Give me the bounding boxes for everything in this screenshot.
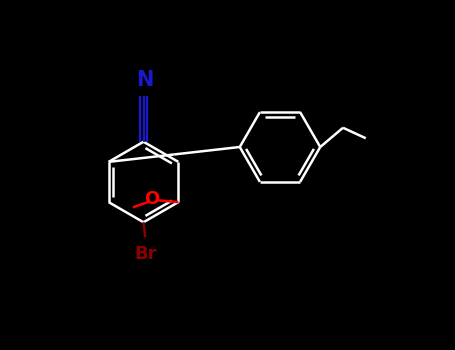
Text: N: N: [136, 70, 154, 90]
Text: O: O: [145, 190, 160, 208]
Text: Br: Br: [134, 245, 157, 263]
